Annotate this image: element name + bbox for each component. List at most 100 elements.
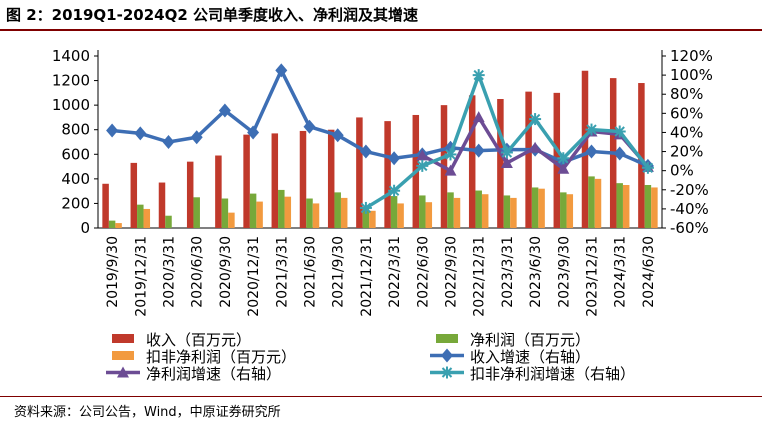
x-tick-label: 2021/6/30	[303, 236, 319, 308]
left-tick-label: 0	[80, 219, 90, 237]
deducted-net-profit-bar	[651, 187, 658, 228]
revenue-bar	[243, 134, 250, 228]
legend-item: 收入增速（右轴）	[430, 348, 590, 366]
net-profit-bar	[334, 192, 341, 228]
x-tick-label: 2023/12/31	[585, 236, 601, 317]
deducted-growth-marker	[585, 123, 598, 136]
revenue-growth-marker	[585, 144, 598, 159]
source-rule	[0, 396, 762, 397]
revenue-bar	[215, 155, 222, 228]
net-profit-bar	[108, 220, 116, 228]
x-tick-label: 2023/6/30	[528, 236, 544, 308]
legend-swatch	[436, 334, 458, 343]
net-profit-bar	[531, 187, 539, 228]
deducted-net-profit-bar	[425, 202, 433, 228]
deducted-growth-marker	[500, 146, 513, 159]
deducted-net-profit-bar	[369, 210, 376, 228]
deducted-growth-marker	[472, 69, 485, 82]
left-tick-label: 400	[61, 170, 90, 188]
x-tick-label: 2019/12/31	[133, 236, 149, 317]
revenue-bar	[581, 70, 589, 228]
revenue-bar	[497, 99, 504, 228]
title-rule	[0, 29, 762, 31]
deducted-growth-marker	[359, 201, 372, 214]
net-profit-bar	[165, 215, 172, 228]
net-profit-bar	[503, 195, 511, 228]
right-tick-label: -60%	[670, 219, 709, 237]
net-profit-bar	[137, 204, 144, 228]
net-profit-bar	[475, 190, 482, 228]
legend-marker	[441, 348, 453, 363]
x-tick-label: 2021/3/31	[274, 236, 290, 308]
revenue-bar	[468, 95, 476, 228]
revenue-bar	[384, 121, 391, 228]
x-tick-label: 2021/9/30	[331, 236, 347, 308]
right-tick-label: 40%	[670, 123, 703, 141]
deducted-growth-marker	[416, 159, 429, 172]
revenue-bar	[186, 161, 194, 228]
deducted-net-profit-bar	[566, 194, 574, 228]
deducted-net-profit-bar	[340, 197, 348, 228]
legend-swatch	[112, 334, 134, 343]
legend-label: 净利润（百万元）	[470, 331, 590, 349]
left-tick-label: 800	[61, 121, 90, 139]
deducted-net-profit-bar	[538, 188, 545, 228]
revenue-bar	[638, 83, 645, 229]
legend-label: 净利润增速（右轴）	[146, 365, 281, 383]
deducted-net-profit-bar	[510, 197, 517, 228]
deducted-growth-marker	[388, 184, 401, 197]
net-profit-bar	[419, 195, 426, 228]
legend-marker	[117, 366, 129, 378]
legend-item: 净利润（百万元）	[436, 331, 590, 349]
net-profit-bar	[306, 198, 313, 228]
legend-item: 扣非净利润（百万元）	[112, 348, 296, 366]
deducted-net-profit-bar	[622, 185, 630, 228]
revenue-growth-marker	[218, 103, 231, 118]
deducted-net-profit-bar	[115, 223, 122, 228]
right-tick-label: 120%	[670, 47, 713, 65]
net-profit-growth-marker	[557, 162, 570, 174]
legend-swatch	[112, 351, 134, 360]
revenue-growth-marker	[247, 125, 260, 140]
net-profit-bar	[221, 198, 229, 228]
net-profit-growth-marker	[472, 111, 485, 123]
left-tick-label: 1400	[52, 47, 90, 65]
net-profit-bar	[560, 192, 567, 228]
x-tick-label: 2022/12/31	[472, 236, 488, 317]
left-tick-label: 600	[61, 145, 90, 163]
left-tick-label: 1200	[52, 72, 90, 90]
x-tick-label: 2021/12/31	[359, 236, 375, 317]
deducted-net-profit-bar	[594, 178, 602, 228]
right-tick-label: 0%	[670, 162, 694, 180]
right-tick-label: 80%	[670, 85, 703, 103]
deducted-net-profit-bar	[481, 194, 489, 228]
figure-title: 图 2：2019Q1-2024Q2 公司单季度收入、净利润及其增速	[6, 6, 418, 24]
legend-marker	[441, 366, 453, 379]
net-profit-bar	[390, 196, 398, 228]
deducted-net-profit-bar	[397, 203, 404, 228]
net-profit-bar	[362, 208, 370, 228]
deducted-net-profit-bar	[143, 208, 151, 228]
right-tick-label: 100%	[670, 66, 713, 84]
deducted-growth-marker	[557, 152, 570, 165]
deducted-growth-marker	[641, 161, 654, 174]
x-tick-label: 2020/6/30	[190, 236, 206, 308]
net-profit-bar	[616, 183, 623, 228]
revenue-growth-marker	[303, 119, 316, 134]
revenue-growth-line	[111, 68, 649, 168]
deducted-growth-line	[364, 73, 650, 210]
net-profit-bar	[644, 185, 652, 228]
chart-legend: 收入（百万元） 净利润（百万元） 扣非净利润（百万元） 收入增速（右轴） 净利润增速（右…	[106, 331, 635, 383]
deducted-growth-marker	[444, 148, 457, 161]
right-tick-label: 60%	[670, 104, 703, 122]
left-tick-label: 200	[61, 194, 90, 212]
legend-label: 收入增速（右轴）	[470, 348, 590, 366]
x-tick-label: 2023/3/31	[500, 236, 516, 308]
x-tick-label: 2020/3/31	[162, 236, 178, 308]
deducted-growth-marker	[613, 125, 626, 138]
net-profit-bar	[249, 193, 257, 228]
right-tick-label: -20%	[670, 181, 709, 199]
x-tick-label: 2022/6/30	[415, 236, 431, 308]
combo-chart: 0200400600800100012001400-60%-40%-20%0%2…	[52, 47, 713, 383]
x-tick-labels: 2019/9/30 2019/12/31 2020/3/31 2020/6/30 202…	[105, 236, 657, 317]
